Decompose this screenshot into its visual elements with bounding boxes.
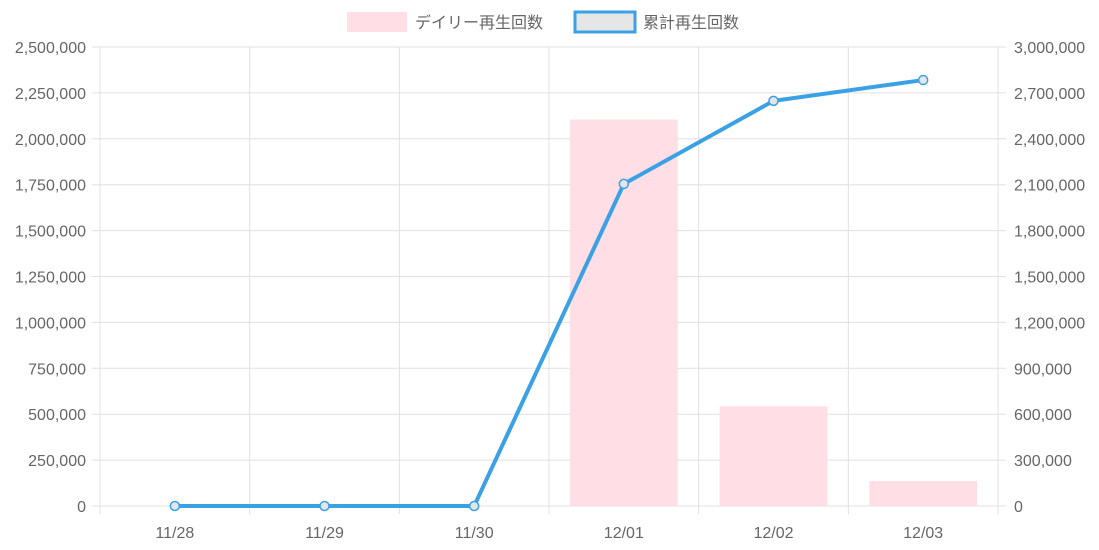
y-left-tick-label: 1,000,000 bbox=[15, 315, 86, 332]
bar-daily[interactable] bbox=[869, 481, 978, 506]
legend-swatch-cumulative bbox=[573, 10, 637, 34]
point-cumulative[interactable] bbox=[169, 500, 181, 512]
y-left-tick-label: 2,250,000 bbox=[15, 86, 86, 103]
point-cumulative[interactable] bbox=[468, 500, 480, 512]
point-cumulative[interactable] bbox=[917, 74, 929, 86]
y-left-tick-label: 0 bbox=[77, 499, 86, 516]
x-tick-label: 12/01 bbox=[604, 525, 644, 542]
y-right-tick-label: 1,500,000 bbox=[1014, 270, 1085, 287]
legend-item-cumulative[interactable]: 累計再生回数 bbox=[573, 10, 739, 34]
y-left-tick-label: 750,000 bbox=[28, 361, 86, 378]
legend-swatch-daily bbox=[347, 12, 407, 32]
y-right-tick-label: 1,200,000 bbox=[1014, 315, 1085, 332]
y-right-tick-label: 2,100,000 bbox=[1014, 178, 1085, 195]
y-right-tick-label: 2,400,000 bbox=[1014, 132, 1085, 149]
y-right-tick-label: 900,000 bbox=[1014, 361, 1072, 378]
y-left-tick-label: 2,000,000 bbox=[15, 132, 86, 149]
legend-item-daily[interactable]: デイリー再生回数 bbox=[347, 12, 543, 32]
y-left-tick-label: 1,250,000 bbox=[15, 270, 86, 287]
line-series-cumulative bbox=[169, 74, 929, 512]
line-cumulative bbox=[174, 78, 924, 508]
y-left-tick-label: 250,000 bbox=[28, 453, 86, 470]
grid bbox=[92, 46, 1006, 514]
y-left-tick-label: 500,000 bbox=[28, 407, 86, 424]
x-tick-label: 11/29 bbox=[305, 525, 344, 542]
bar-daily[interactable] bbox=[719, 406, 828, 506]
legend-label-cumulative: 累計再生回数 bbox=[643, 14, 739, 32]
x-tick-label: 11/28 bbox=[155, 525, 194, 542]
y-right-tick-label: 3,000,000 bbox=[1014, 40, 1085, 57]
legend: デイリー再生回数 累計再生回数 bbox=[347, 10, 739, 34]
y-left-tick-label: 2,500,000 bbox=[15, 40, 86, 57]
axes: 0 250,000 500,000 750,000 1,000,000 1,250,000… bbox=[15, 40, 1085, 542]
point-cumulative[interactable] bbox=[618, 178, 630, 190]
x-tick-label: 12/02 bbox=[753, 525, 793, 542]
x-tick-label: 12/03 bbox=[903, 525, 943, 542]
point-cumulative[interactable] bbox=[319, 500, 330, 512]
y-left-tick-label: 1,750,000 bbox=[15, 178, 86, 195]
y-right-tick-label: 2,700,000 bbox=[1014, 86, 1085, 103]
bar-series-daily bbox=[569, 119, 978, 506]
y-right-tick-label: 0 bbox=[1014, 499, 1023, 516]
y-left-tick-label: 1,500,000 bbox=[15, 224, 86, 241]
point-cumulative[interactable] bbox=[768, 95, 779, 107]
y-right-tick-label: 600,000 bbox=[1014, 407, 1072, 424]
bar-daily[interactable] bbox=[569, 119, 678, 506]
y-right-tick-label: 300,000 bbox=[1014, 453, 1072, 470]
legend-label-daily: デイリー再生回数 bbox=[415, 13, 543, 32]
x-tick-label: 11/30 bbox=[455, 525, 494, 542]
y-right-tick-label: 1,800,000 bbox=[1014, 224, 1085, 241]
